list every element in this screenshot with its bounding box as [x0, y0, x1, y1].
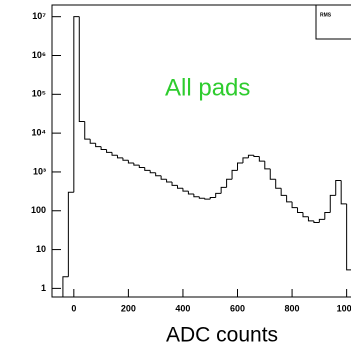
histogram-bin: [220, 186, 227, 194]
histogram-bin: [149, 170, 156, 174]
histogram-bin: [318, 218, 325, 223]
y-tick-label: 10⁶: [32, 50, 46, 60]
histogram-bin: [166, 179, 173, 183]
histogram-bin: [335, 180, 342, 196]
histogram-bin: [95, 143, 102, 148]
histogram-bin: [226, 178, 233, 188]
annotation: All pads: [165, 74, 250, 101]
histogram-bin: [62, 276, 69, 297]
histogram-bin: [144, 167, 151, 171]
histogram-bin: [324, 212, 331, 220]
histogram-bin: [242, 157, 249, 163]
histogram-bin: [176, 185, 183, 189]
histogram-bin: [138, 165, 145, 169]
y-tick-label: 10⁵: [32, 89, 46, 99]
histogram-bin: [286, 195, 293, 203]
histogram-bin: [291, 201, 298, 209]
x-tick-label: 200: [121, 303, 136, 313]
histogram-bin: [78, 16, 85, 122]
y-tick-label: 1: [41, 283, 46, 293]
histogram-bin: [116, 155, 123, 159]
histogram-bin: [340, 180, 347, 205]
histogram-bin: [297, 207, 303, 214]
histogram-bin: [313, 220, 320, 223]
x-tick-label: 0: [71, 303, 76, 313]
histogram-bin: [329, 194, 336, 213]
histogram-bin: [258, 156, 265, 162]
y-tick-label: 10: [36, 244, 46, 254]
histogram-bin: [280, 188, 287, 196]
plot-frame: [51, 4, 351, 298]
histogram-bin: [84, 121, 91, 140]
histogram-bin: [155, 172, 162, 177]
histogram-bin: [215, 192, 222, 198]
histogram-bin: [182, 188, 189, 192]
histogram-bin: [198, 196, 205, 199]
histogram-bin: [231, 169, 238, 180]
histogram-bin: [253, 155, 260, 157]
histogram-bin: [193, 194, 200, 198]
y-tick-label: 10³: [33, 166, 46, 176]
histogram-bin: [122, 157, 129, 161]
histogram-bin: [67, 191, 74, 277]
histogram-bin: [275, 179, 282, 189]
x-tick-label: 600: [230, 303, 245, 313]
histogram-bin: [160, 175, 167, 180]
histogram-bin: [106, 149, 113, 153]
histogram-bin: [302, 212, 309, 218]
histogram-bin: [127, 160, 134, 164]
x-tick-label: 400: [175, 303, 190, 313]
histogram-bin: [237, 162, 243, 171]
histogram-bin: [187, 191, 194, 195]
histogram-bin: [269, 168, 276, 180]
x-axis-label: ADC counts: [166, 324, 278, 347]
histogram-bin: [209, 196, 216, 200]
histogram-bin: [264, 161, 271, 170]
histogram-bin: [89, 139, 96, 144]
histogram-bin: [171, 182, 178, 186]
histogram-bin: [111, 152, 118, 156]
x-tick-label: 800: [285, 303, 300, 313]
stats-box: [315, 4, 351, 40]
histogram-bin: [73, 16, 80, 193]
histogram-bin: [247, 154, 254, 158]
histogram-bin: [346, 203, 351, 271]
histogram-bin: [100, 146, 107, 150]
y-tick-label: 10⁷: [32, 11, 46, 21]
histogram-bin: [307, 216, 314, 222]
y-tick-label: 10⁴: [32, 128, 46, 138]
histogram-bin: [133, 162, 140, 166]
y-tick-label: 100: [31, 205, 46, 215]
stats-label: RMS: [320, 12, 332, 18]
histogram-bin: [204, 198, 211, 200]
x-tick-label: 1000: [337, 303, 351, 313]
